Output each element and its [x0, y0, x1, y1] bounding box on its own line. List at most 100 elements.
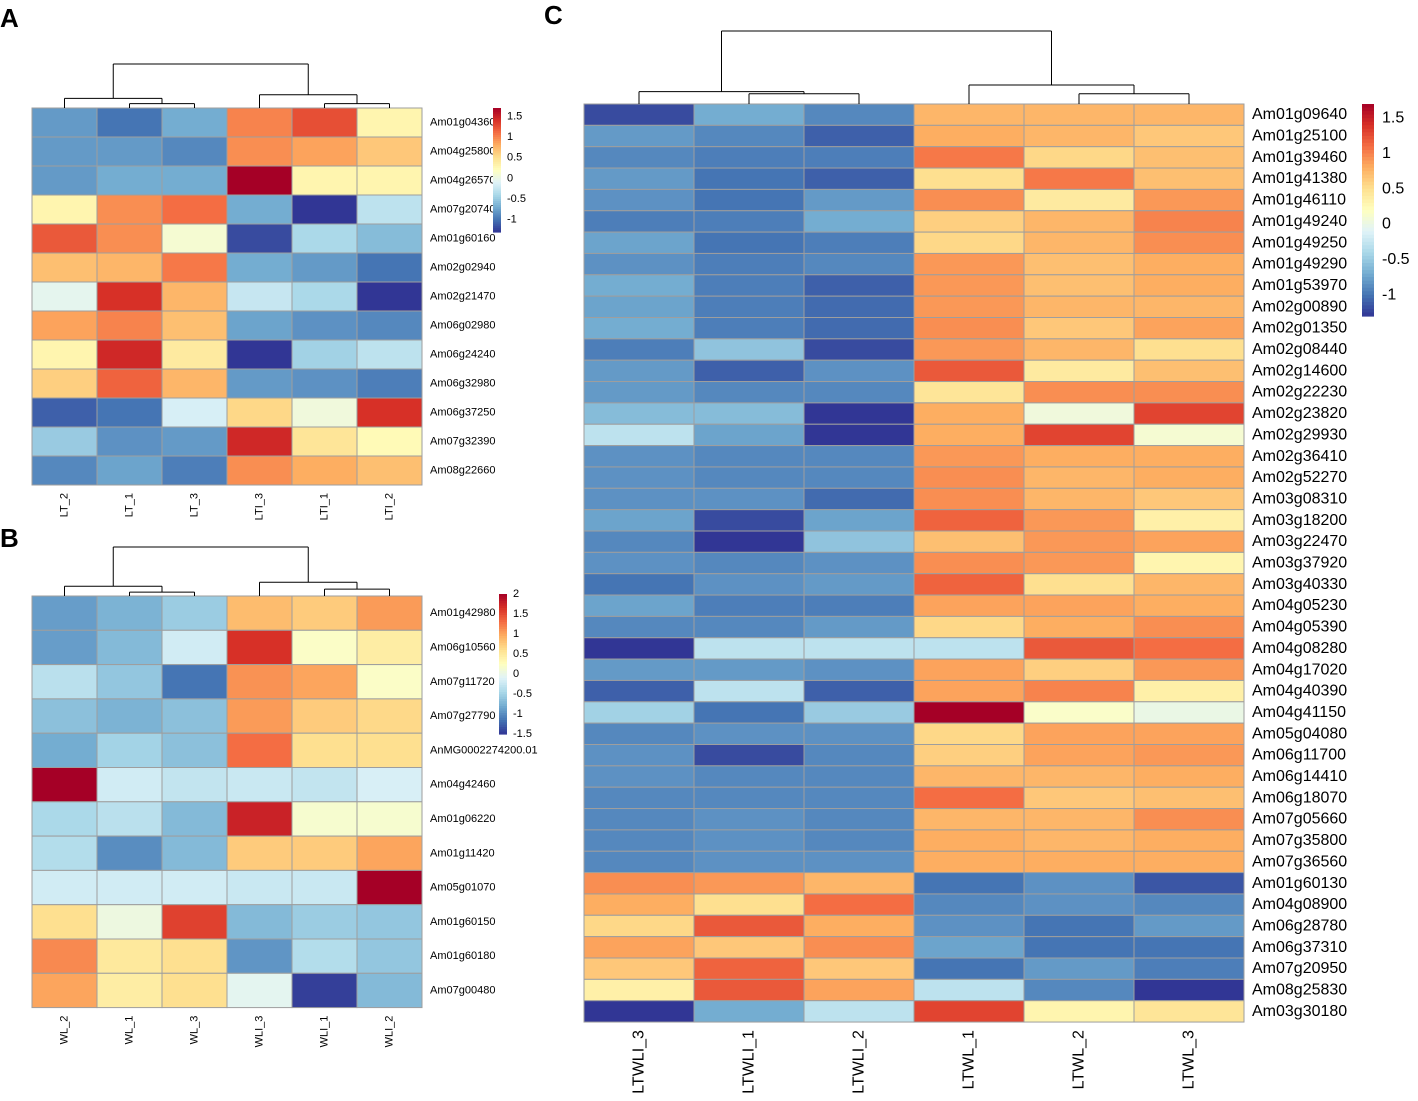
column-label: LTWLI_1 [741, 1030, 758, 1094]
heatmap-cell [226, 339, 293, 370]
legend-gradient-step [493, 159, 501, 163]
heatmap-cell [1023, 978, 1135, 1002]
row-label: Am02g23820 [1252, 405, 1347, 422]
column-label: WLI_2 [384, 1016, 396, 1048]
heatmap-cell [913, 188, 1025, 212]
heatmap-cell [1023, 722, 1135, 746]
legend-gradient-step [1362, 142, 1374, 147]
heatmap-cell [803, 530, 915, 553]
heatmap-cell [803, 722, 915, 746]
legend-gradient-step [1362, 107, 1374, 112]
heatmap-cell [31, 252, 98, 283]
heatmap-cell [913, 808, 1025, 831]
heatmap-cell [1023, 252, 1135, 276]
heatmap-cell [583, 679, 695, 703]
heatmap-cell [1133, 167, 1245, 190]
heatmap-cell [913, 359, 1025, 383]
legend-gradient-step [493, 190, 501, 194]
legend-gradient-step [1362, 132, 1374, 137]
heatmap-cell [693, 359, 805, 383]
heatmap-cell [913, 466, 1025, 489]
legend-gradient-step [493, 153, 501, 157]
row-label: Am06g24240 [430, 349, 495, 361]
legend-gradient-step [499, 645, 507, 649]
legend-gradient-step [493, 219, 501, 223]
heatmap-cell [1133, 466, 1245, 489]
legend-gradient-step [1362, 280, 1374, 285]
row-label: Am02g36410 [1252, 448, 1347, 465]
heatmap-cell [803, 466, 915, 489]
legend-gradient-step [1362, 263, 1374, 268]
heatmap-cell [161, 136, 228, 167]
legend-gradient-step [493, 184, 501, 188]
heatmap-cell [803, 594, 915, 617]
heatmap-cell [291, 972, 358, 1009]
column-label: LT_1 [124, 493, 136, 517]
heatmap-cell [1133, 359, 1245, 383]
legend-gradient-step [1362, 210, 1374, 215]
heatmap-cell [161, 595, 228, 631]
heatmap-cell [291, 136, 358, 167]
heatmap-cell [1023, 829, 1135, 852]
row-label: Am07g00480 [430, 984, 495, 996]
legend-gradient-step [493, 157, 501, 161]
heatmap-cell [226, 426, 293, 457]
legend-gradient-step [493, 182, 501, 186]
heatmap-cell [803, 551, 915, 575]
heatmap-cell [1023, 701, 1135, 724]
heatmap-cell [31, 368, 98, 399]
legend-tick-label: 0.5 [1382, 180, 1404, 197]
heatmap-cell [1133, 765, 1245, 788]
legend-gradient-step [493, 196, 501, 200]
row-label: Am02g02940 [430, 262, 495, 274]
heatmap-cell [291, 732, 358, 769]
legend-gradient-step [493, 207, 501, 210]
heatmap-cell [803, 850, 915, 874]
heatmap-cell [803, 338, 915, 361]
heatmap-cell [226, 595, 293, 631]
row-label: AnMG0002274200.01 [430, 744, 538, 756]
heatmap-cell [31, 136, 98, 167]
legend-gradient-step [1362, 308, 1374, 314]
heatmap-cell [803, 124, 915, 148]
heatmap-cell [1023, 146, 1135, 169]
legend-gradient-step [1362, 238, 1374, 243]
row-label: Am02g14600 [1252, 362, 1347, 379]
legend-gradient-step [499, 601, 507, 604]
heatmap-cell [913, 1000, 1025, 1023]
heatmap-cell [913, 765, 1025, 788]
heatmap-cell [693, 765, 805, 788]
heatmap-cell [803, 744, 915, 767]
column-label: LTI_1 [319, 493, 331, 520]
heatmap-cell [1133, 295, 1245, 318]
legend-gradient-step [499, 615, 507, 618]
legend-gradient-step [1362, 192, 1374, 197]
heatmap-cell [583, 744, 695, 767]
heatmap-cell [96, 904, 163, 940]
heatmap-cell [913, 210, 1025, 233]
legend-gradient-step [1362, 255, 1374, 261]
legend-gradient-step [1362, 277, 1374, 282]
legend-gradient-step [493, 211, 501, 214]
heatmap-cell [291, 629, 358, 666]
heatmap-cell [1023, 210, 1135, 233]
legend-gradient-step [1362, 178, 1374, 183]
heatmap-cell [803, 445, 915, 468]
heatmap-cell [583, 359, 695, 383]
heatmap-cell [1023, 808, 1135, 831]
heatmap-cell [583, 402, 695, 425]
heatmap-cell [226, 698, 293, 734]
heatmap-cell [1133, 252, 1245, 276]
row-label: Am02g29930 [1252, 426, 1347, 443]
heatmap-cell [583, 231, 695, 254]
heatmap-cell [1133, 445, 1245, 468]
heatmap-cell [31, 938, 98, 974]
heatmap-cell [693, 1000, 805, 1023]
heatmap-cell [356, 767, 423, 803]
legend-gradient-step [499, 619, 507, 623]
heatmap-cell [161, 455, 228, 486]
heatmap-cell [913, 146, 1025, 169]
heatmap-cell [693, 637, 805, 660]
heatmap-cell [96, 801, 163, 837]
legend-gradient-step [499, 694, 507, 698]
